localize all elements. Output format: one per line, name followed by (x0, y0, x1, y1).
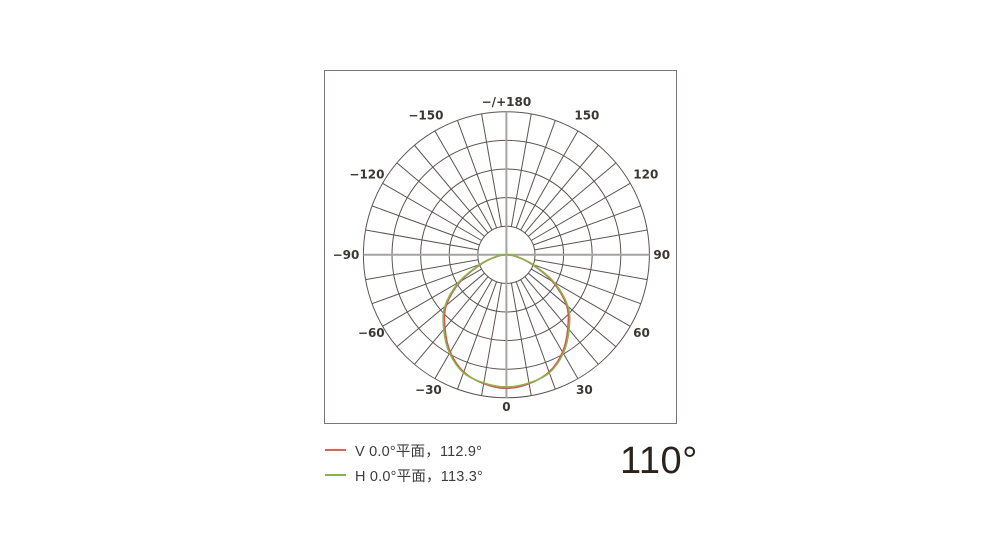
h-plane-legend-label: H 0.0°平面，113.3° (355, 468, 483, 485)
legend-item-h: H 0.0°平面，113.3° (325, 466, 483, 485)
svg-text:−60: −60 (358, 326, 385, 340)
polar-chart: −/+180 150 120 90 60 30 0 −30 −60 −90 −120 −150 (333, 95, 670, 414)
svg-text:0: 0 (502, 400, 510, 414)
beam-angle-annotation: 110° (620, 440, 698, 482)
polar-chart-panel: −/+180 150 120 90 60 30 0 −30 −60 −90 −120 −150 (324, 70, 677, 424)
svg-text:120: 120 (633, 167, 658, 181)
legend: V 0.0°平面，112.9° H 0.0°平面，113.3° (325, 441, 483, 485)
svg-text:60: 60 (633, 326, 650, 340)
svg-text:30: 30 (576, 383, 593, 397)
svg-text:−30: −30 (415, 383, 442, 397)
svg-text:−120: −120 (349, 167, 384, 181)
svg-text:−90: −90 (333, 248, 360, 262)
svg-text:−/+180: −/+180 (482, 95, 532, 109)
svg-text:90: 90 (653, 248, 670, 262)
legend-item-v: V 0.0°平面，112.9° (325, 441, 483, 460)
v-plane-legend-label: V 0.0°平面，112.9° (355, 443, 483, 460)
svg-text:150: 150 (574, 108, 599, 122)
svg-text:−150: −150 (408, 108, 443, 122)
v-plane-swatch-icon (325, 449, 346, 451)
h-plane-swatch-icon (325, 474, 346, 476)
